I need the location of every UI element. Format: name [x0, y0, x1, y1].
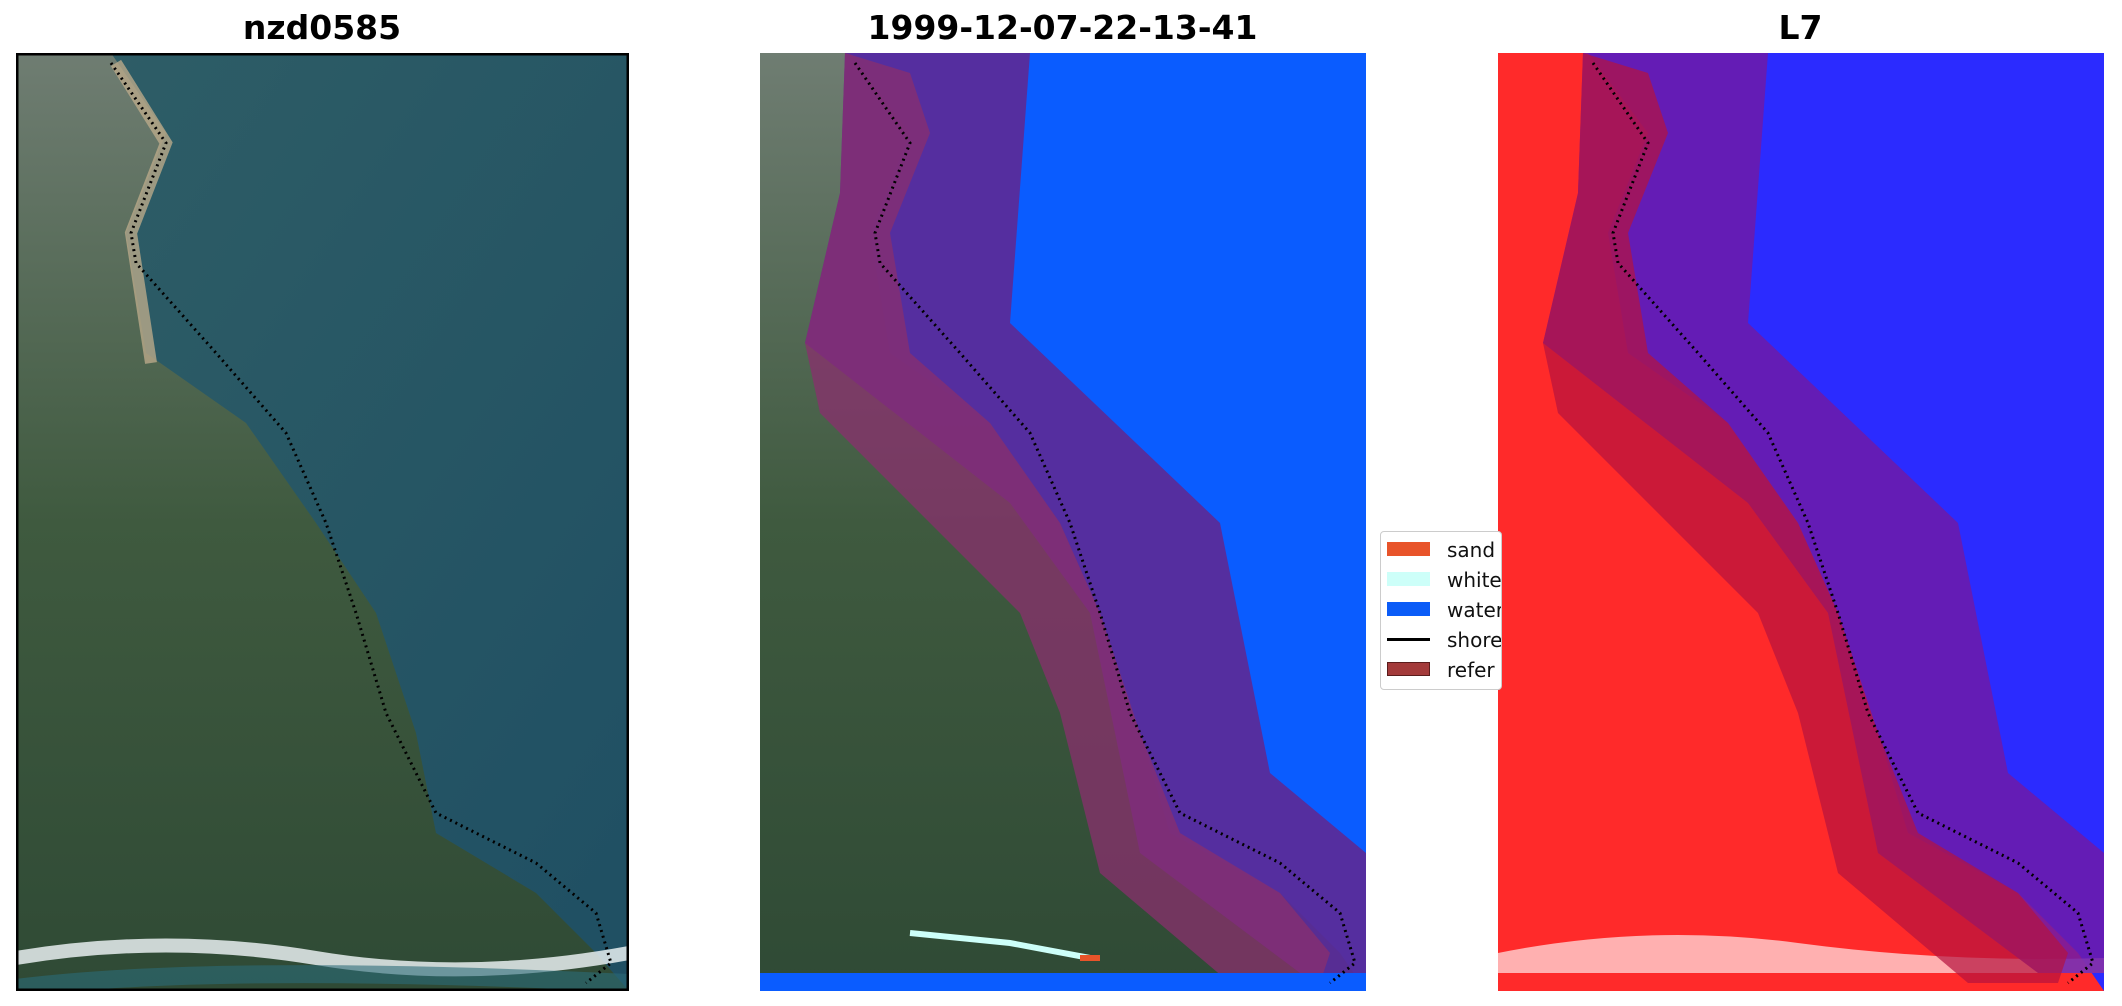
land-area: [760, 53, 1366, 991]
surf-line: [16, 938, 629, 977]
legend: sand white water shore refer: [1380, 531, 1502, 690]
reference-overlay: [1543, 53, 2068, 983]
legend-swatch: [1387, 662, 1430, 676]
legend-label: shore: [1447, 628, 1502, 652]
legend-item-white: white: [1381, 564, 1502, 594]
legend-label: water: [1447, 598, 1502, 622]
legend-item-water: water: [1381, 594, 1502, 624]
legend-swatch: [1387, 542, 1430, 556]
reference-overlay: [805, 53, 1330, 983]
legend-label: sand: [1447, 538, 1496, 562]
legend-swatch: [1387, 602, 1430, 616]
buffer-zone: [1543, 53, 2104, 973]
legend-swatch: [1387, 572, 1430, 586]
rgb-image-panel: [16, 53, 629, 991]
index-panel: [1498, 53, 2104, 991]
white-class: [909, 930, 1091, 961]
panel-title-1: nzd0585: [242, 8, 402, 47]
land-area: [16, 53, 629, 991]
shoreline-dotted: [109, 62, 613, 985]
legend-line-swatch: [1387, 638, 1430, 641]
legend-label: refer: [1447, 658, 1495, 682]
legend-item-refer: refer: [1381, 654, 1501, 684]
legend-item-shore: shore: [1381, 624, 1502, 654]
legend-label: white: [1447, 568, 1502, 592]
legend-item-sand: sand: [1381, 534, 1501, 564]
classification-panel: [760, 53, 1366, 991]
buffer-zone: [805, 53, 1366, 973]
sand-class: [1080, 955, 1100, 961]
shoreline-dotted: [853, 62, 1357, 985]
shoreline-dotted: [1591, 62, 2095, 985]
panel-title-3: L7: [1778, 8, 1823, 47]
land-index: [1498, 53, 2104, 991]
panel-title-2: 1999-12-07-22-13-41: [867, 8, 1258, 47]
